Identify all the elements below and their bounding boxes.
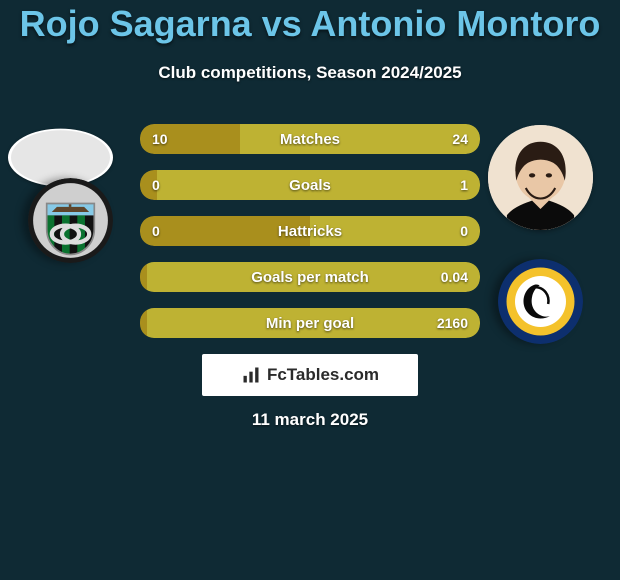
stat-value-right: 0: [460, 216, 468, 246]
club-right-badge-icon: [498, 259, 583, 344]
stat-label: Min per goal: [140, 308, 480, 338]
stat-label: Goals per match: [140, 262, 480, 292]
stat-row: 0Goals1: [140, 170, 480, 200]
player-right-avatar: [488, 125, 593, 230]
page-subtitle: Club competitions, Season 2024/2025: [0, 63, 620, 83]
comparison-infographic: Rojo Sagarna vs Antonio Montoro Club com…: [0, 0, 620, 580]
bar-chart-icon: [241, 365, 261, 385]
stat-label: Hattricks: [140, 216, 480, 246]
source-logo: FcTables.com: [202, 354, 418, 396]
stat-label: Matches: [140, 124, 480, 154]
stat-row: Goals per match0.04: [140, 262, 480, 292]
stat-row: 10Matches24: [140, 124, 480, 154]
stat-row: 0Hattricks0: [140, 216, 480, 246]
stat-value-right: 2160: [437, 308, 468, 338]
snapshot-date: 11 march 2025: [0, 410, 620, 430]
stat-value-right: 24: [452, 124, 468, 154]
page-title: Rojo Sagarna vs Antonio Montoro: [0, 3, 620, 45]
club-left-badge-icon: [28, 178, 113, 263]
source-logo-text: FcTables.com: [267, 365, 379, 385]
stat-bars: 10Matches240Goals10Hattricks0Goals per m…: [140, 124, 480, 354]
stat-row: Min per goal2160: [140, 308, 480, 338]
stat-value-right: 0.04: [441, 262, 468, 292]
stat-value-right: 1: [460, 170, 468, 200]
player-left-avatar: [8, 129, 113, 187]
stat-label: Goals: [140, 170, 480, 200]
